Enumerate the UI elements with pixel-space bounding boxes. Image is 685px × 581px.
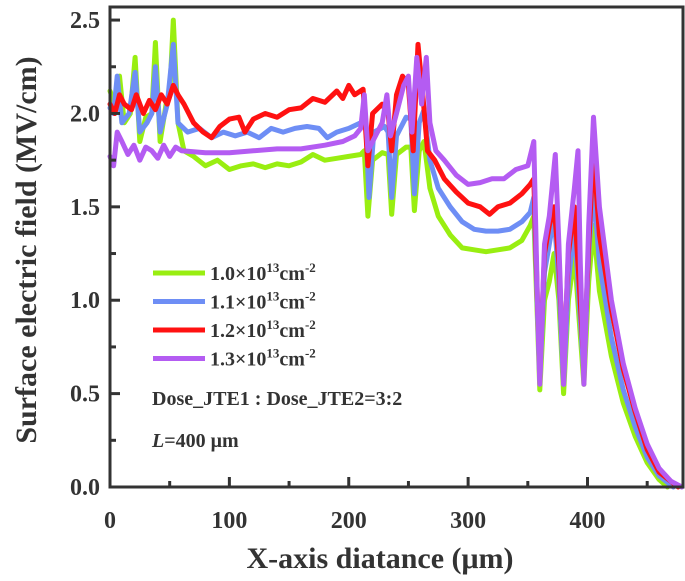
ticks-layer: 0 100 200 300 400 0.0 0.5 1.0 1.5 2.0 2.5 [70, 8, 649, 534]
legend-base: 1.2×10 [210, 320, 266, 342]
legend-label-0: 1.0×1013cm-2 [210, 260, 316, 285]
y-tick-label: 2.5 [70, 8, 100, 34]
legend-unit-exponent: -2 [305, 289, 316, 304]
y-tick-label: 1.5 [70, 195, 100, 221]
y-tick-label: 0.5 [70, 382, 100, 408]
legend-exponent: 13 [266, 289, 280, 304]
y-tick-label: 1.0 [70, 288, 100, 314]
y-tick-label: 2.0 [70, 101, 100, 127]
legend-unit: cm [279, 349, 305, 371]
x-tick-label: 400 [570, 508, 606, 534]
legend-exponent: 13 [266, 317, 280, 332]
legend-base: 1.1×10 [210, 292, 266, 314]
x-axis-label: X-axis diatance (μm) [247, 542, 514, 575]
x-tick-label: 200 [331, 508, 367, 534]
length-value: =400 μm [164, 430, 239, 452]
series-line-2 [107, 41, 681, 490]
legend: 1.0×1013cm-21.1×1013cm-21.2×1013cm-21.3×… [153, 260, 316, 371]
y-axis-label: Surface electric field (MV/cm) [10, 56, 43, 443]
legend-unit-exponent: -2 [305, 260, 316, 275]
series-line-3 [107, 54, 685, 490]
series-layer [107, 17, 685, 490]
y-tick-label: 0.0 [70, 475, 100, 501]
plot-frame [108, 5, 685, 489]
legend-unit-exponent: -2 [305, 317, 316, 332]
length-annotation: L=400 μm [151, 430, 239, 452]
x-tick-label: 100 [211, 508, 247, 534]
legend-unit: cm [279, 320, 305, 342]
legend-label-1: 1.1×1013cm-2 [210, 289, 316, 314]
x-tick-label: 0 [104, 508, 116, 534]
length-symbol: L [151, 430, 164, 452]
legend-exponent: 13 [266, 346, 280, 361]
series-line-0 [107, 17, 670, 490]
legend-label-3: 1.3×1013cm-2 [210, 346, 316, 371]
legend-label-2: 1.2×1013cm-2 [210, 317, 316, 342]
legend-unit: cm [279, 263, 305, 285]
legend-unit: cm [279, 292, 305, 314]
legend-base: 1.3×10 [210, 349, 266, 371]
legend-unit-exponent: -2 [305, 346, 316, 361]
legend-base: 1.0×10 [210, 263, 266, 285]
legend-exponent: 13 [266, 260, 280, 275]
x-tick-label: 300 [450, 508, 486, 534]
dose-ratio-annotation: Dose_JTE1 : Dose_JTE2=3:2 [152, 388, 402, 410]
